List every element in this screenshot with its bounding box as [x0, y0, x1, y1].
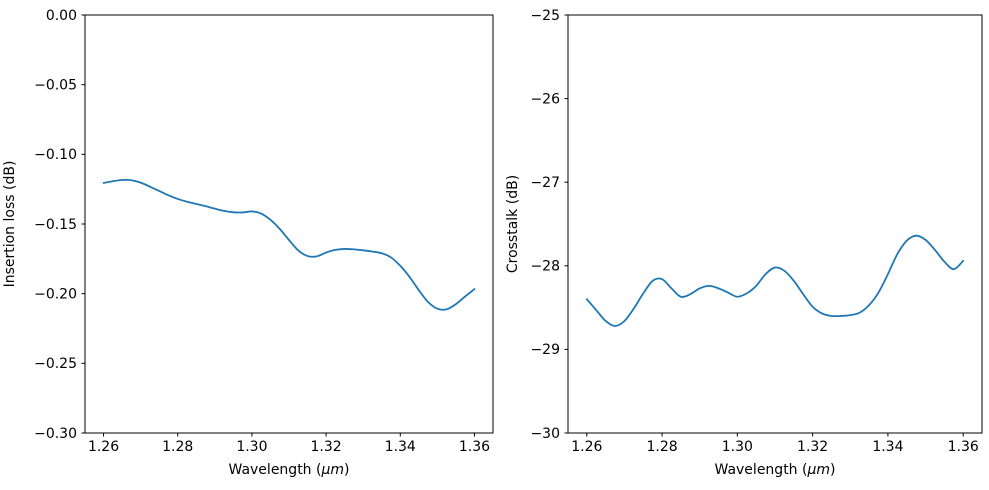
x-tick-label: 1.28	[647, 439, 678, 455]
y-tick-label: −0.25	[34, 356, 77, 372]
y-tick-label: −27	[530, 175, 560, 191]
x-tick-label: 1.30	[236, 439, 267, 455]
crosstalk-subplot: 1.26 1.28 1.30 1.32 1.34 1.36 −25 −26 −27 −28 −29 −…	[505, 8, 983, 478]
y-tick-label: −0.30	[34, 426, 77, 442]
y-tick-label: −28	[530, 259, 560, 275]
insertion-loss-line	[102, 178, 476, 311]
insertion-loss-plot-spines	[84, 14, 494, 434]
crosstalk-y-axis-label: Crosstalk (dB)	[505, 175, 521, 273]
x-tick-label: 1.34	[385, 439, 416, 455]
insertion-loss-y-axis-label: Insertion loss (dB)	[2, 161, 18, 288]
y-tick-label: −26	[530, 91, 560, 107]
crosstalk-line	[585, 234, 965, 327]
y-tick-label: −0.20	[34, 286, 77, 302]
x-tick-label: 1.36	[948, 439, 979, 455]
x-tick-label: 1.36	[459, 439, 490, 455]
x-tick-label: 1.26	[88, 439, 119, 455]
x-tick-label: 1.34	[872, 439, 903, 455]
x-tick-label: 1.32	[311, 439, 342, 455]
x-tick-label: 1.28	[162, 439, 193, 455]
y-tick-label: −30	[530, 426, 560, 442]
x-tick-label: 1.32	[797, 439, 828, 455]
x-tick-label: 1.26	[571, 439, 602, 455]
y-tick-label: −0.15	[34, 217, 77, 233]
x-tick-label: 1.30	[722, 439, 753, 455]
crosstalk-x-axis-label: Wavelength (μm)	[715, 462, 836, 478]
crosstalk-plot-spines	[567, 14, 983, 434]
y-tick-label: −25	[530, 8, 560, 24]
y-tick-label: 0.00	[46, 8, 77, 24]
insertion-loss-subplot: 1.26 1.28 1.30 1.32 1.34 1.36 0.00 −0.05 −0.10 −0…	[2, 8, 494, 478]
y-tick-label: −29	[530, 342, 560, 358]
y-tick-label: −0.05	[34, 77, 77, 93]
insertion-loss-x-axis-label: Wavelength (μm)	[229, 462, 350, 478]
y-tick-label: −0.10	[34, 147, 77, 163]
